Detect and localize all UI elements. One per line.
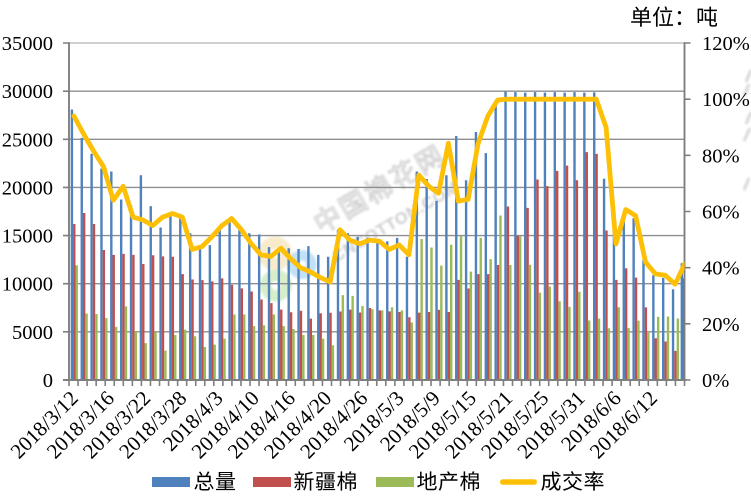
svg-text:0: 0 <box>43 370 53 392</box>
svg-text:60%: 60% <box>702 202 740 224</box>
svg-text:20000: 20000 <box>2 177 53 199</box>
svg-text:120%: 120% <box>702 33 750 55</box>
svg-text:30000: 30000 <box>2 81 53 103</box>
svg-text:5000: 5000 <box>12 322 53 344</box>
svg-text:0%: 0% <box>702 370 729 392</box>
svg-text:15000: 15000 <box>2 226 53 248</box>
svg-text:35000: 35000 <box>2 33 53 55</box>
svg-text:25000: 25000 <box>2 129 53 151</box>
svg-text:40%: 40% <box>702 258 740 280</box>
svg-text:10000: 10000 <box>2 274 53 296</box>
svg-text:20%: 20% <box>702 314 740 336</box>
svg-text:100%: 100% <box>702 89 750 111</box>
svg-text:80%: 80% <box>702 145 740 167</box>
